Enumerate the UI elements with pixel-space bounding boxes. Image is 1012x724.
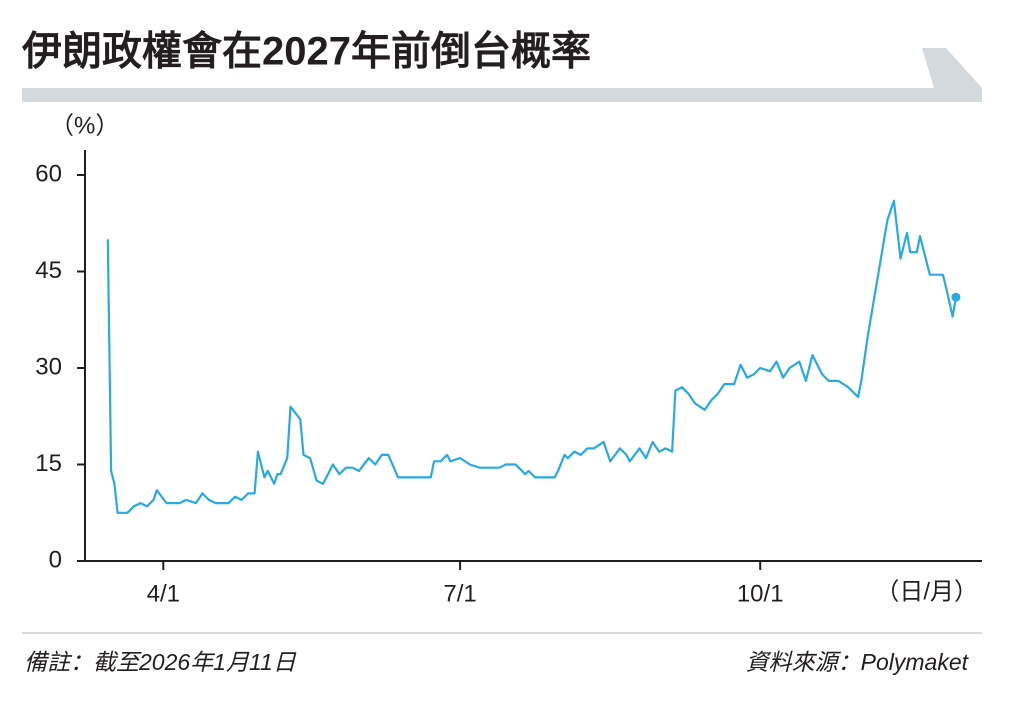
x-unit: （日/月） [875, 578, 978, 605]
series-line [106, 199, 957, 514]
y-tick-label: 15 [35, 450, 62, 477]
end-marker [951, 292, 961, 302]
x-tick-label: 10/1 [737, 580, 784, 607]
y-tick-label: 0 [49, 546, 62, 573]
x-tick-label: 7/1 [443, 580, 476, 607]
source: 資料來源：Polymaket [746, 649, 970, 675]
y-unit: （%） [50, 112, 119, 139]
y-tick-label: 30 [35, 353, 62, 380]
x-tick-label: 4/1 [147, 580, 180, 607]
y-tick-label: 60 [35, 160, 62, 187]
title-bar [22, 48, 982, 102]
chart-title: 伊朗政權會在2027年前倒台概率 [21, 30, 591, 74]
y-tick-label: 45 [35, 257, 62, 284]
footnote: 備註：截至2026年1月11日 [24, 649, 297, 675]
